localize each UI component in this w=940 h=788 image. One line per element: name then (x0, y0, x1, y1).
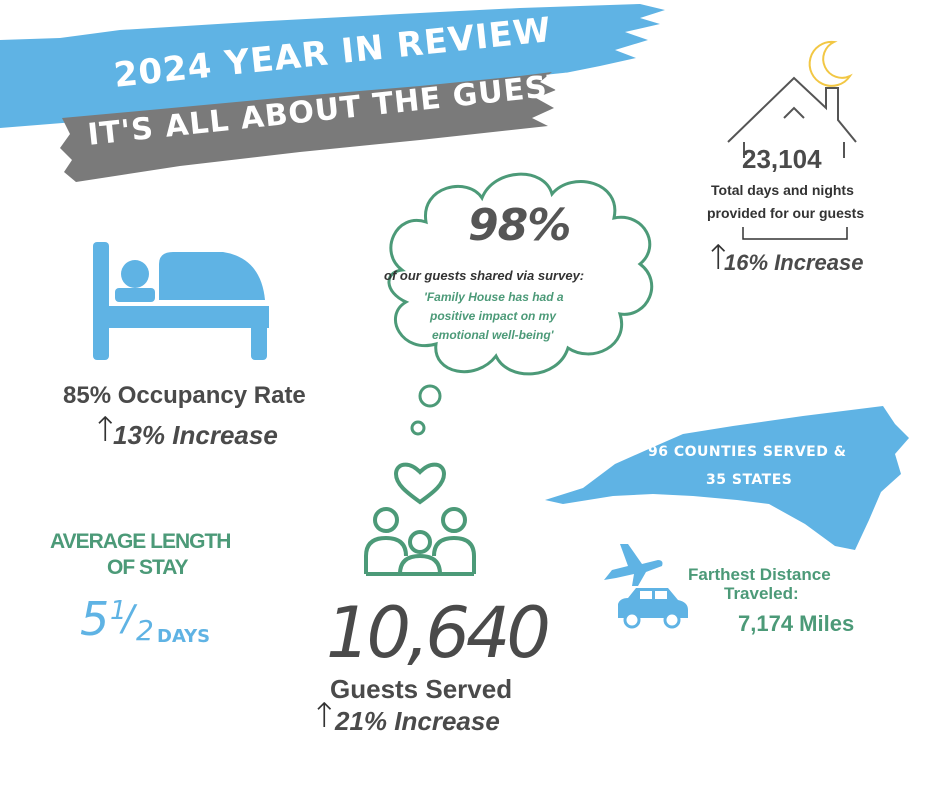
bed-icon (93, 242, 269, 360)
days-nights-label-line2: provided for our guests (707, 205, 865, 221)
north-carolina-map-icon (545, 406, 909, 550)
survey-quote-line3: emotional well-being' (432, 328, 554, 342)
distance-label-line1: Farthest Distance (688, 565, 831, 584)
stay-label-line1: AVERAGE LENGTH (50, 530, 231, 553)
airplane-icon (604, 544, 663, 586)
up-arrow-icon: ↑ (704, 238, 733, 278)
days-nights-increase: 16% Increase (724, 250, 864, 275)
guests-increase: 21% Increase (335, 706, 500, 736)
survey-quote-line1: 'Family House has had a (424, 290, 564, 304)
survey-intro: of our guests shared via survey: (384, 268, 585, 283)
header-brush-strokes (0, 4, 665, 182)
days-nights-label-line1: Total days and nights (711, 182, 854, 198)
thought-cloud-icon (387, 172, 654, 436)
distance-value: 7,174 Miles (738, 611, 855, 636)
survey-percent: 98% (468, 200, 571, 251)
up-arrow-icon: ↑ (91, 410, 120, 450)
counties-line1: 96 COUNTIES SERVED & (648, 444, 847, 460)
days-nights-value: 23,104 (742, 144, 822, 174)
stay-value-denominator: 2 (136, 614, 154, 647)
guests-label: Guests Served (330, 674, 513, 704)
guests-value: 10,640 (326, 592, 551, 674)
car-icon (618, 588, 688, 629)
up-arrow-icon: ↑ (310, 696, 339, 736)
stay-value-whole: 5 (80, 592, 110, 646)
stay-value-numerator: 1 (110, 596, 127, 626)
counties-line2: 35 STATES (706, 472, 793, 488)
stay-label-line2: OF STAY (107, 556, 189, 579)
survey-quote-line2: positive impact on my (430, 309, 557, 323)
bracket-divider (742, 227, 848, 240)
occupancy-increase: 13% Increase (113, 420, 278, 450)
family-heart-icon (364, 462, 476, 576)
blue-brush-stroke (0, 4, 665, 128)
stay-unit: DAYS (157, 626, 211, 647)
occupancy-label: 85% Occupancy Rate (63, 382, 306, 409)
fraction-slash-icon: / (122, 598, 135, 639)
grey-brush-stroke (60, 72, 556, 182)
house-with-moon-icon (727, 40, 857, 158)
distance-label-line2: Traveled: (724, 584, 799, 603)
